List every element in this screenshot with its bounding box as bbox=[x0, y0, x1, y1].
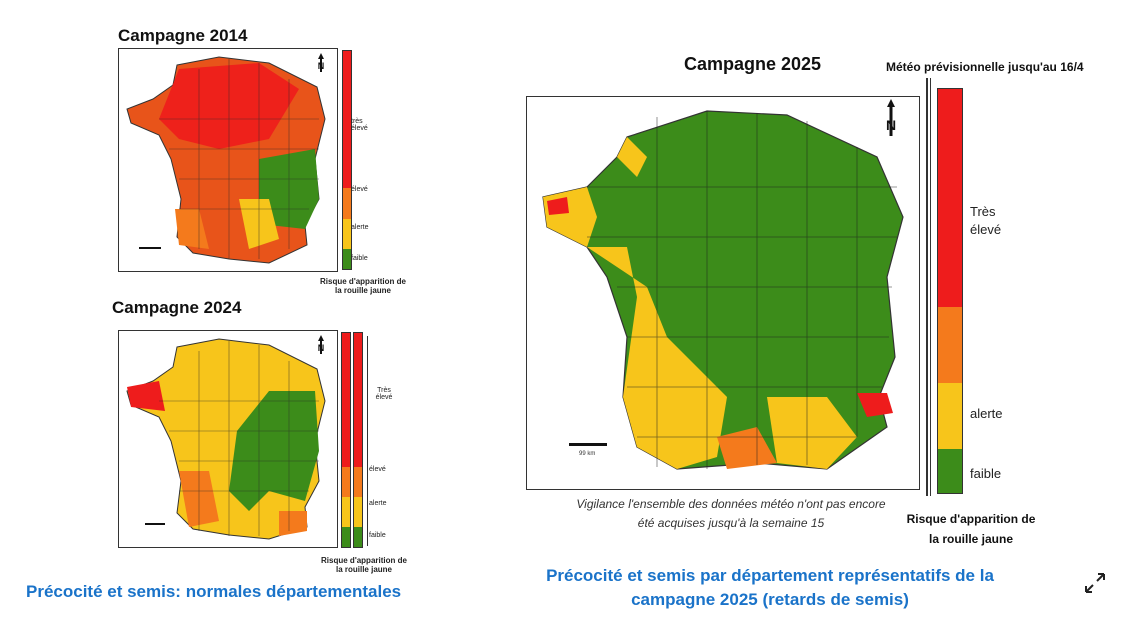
france-map-2024 bbox=[126, 338, 326, 540]
title-2024: Campagne 2024 bbox=[112, 298, 242, 317]
scale-bar bbox=[139, 247, 161, 249]
north-arrow-icon: N bbox=[312, 52, 330, 74]
map-2025: 99 km bbox=[526, 96, 920, 490]
map-2024 bbox=[118, 330, 338, 548]
legend-high bbox=[342, 467, 350, 497]
north-arrow-icon: N bbox=[880, 98, 902, 138]
legend-2024-high-label: élevé bbox=[369, 466, 386, 473]
legend-2014-high-label: élevé bbox=[351, 186, 368, 193]
legend-low bbox=[342, 527, 350, 547]
legend-low bbox=[938, 449, 962, 493]
legend-2025-low-label: faible bbox=[970, 466, 1002, 481]
legend-very-high bbox=[342, 333, 350, 467]
legend-alert bbox=[342, 497, 350, 527]
legend-2025-very-high-label: Très élevé bbox=[970, 204, 1002, 237]
north-arrow-icon: N bbox=[312, 334, 330, 356]
legend-arrow-line bbox=[926, 78, 928, 496]
legend-2024-very-high-label: Très élevé bbox=[375, 387, 393, 401]
legend-high bbox=[938, 307, 962, 383]
caption-2024: Risque d'apparition de la rouille jaune bbox=[321, 556, 407, 574]
caption-2025: Risque d'apparition de la rouille jaune bbox=[906, 512, 1036, 546]
legend-2014-alert-label: alerte bbox=[351, 224, 369, 231]
legend-alert bbox=[343, 219, 351, 249]
legend-very-high bbox=[938, 89, 962, 307]
footer-left: Précocité et semis: normales département… bbox=[26, 582, 402, 601]
vigilance-note: Vigilance l'ensemble des données météo n… bbox=[576, 497, 886, 530]
svg-text:N: N bbox=[318, 343, 325, 353]
expand-icon[interactable] bbox=[1083, 571, 1107, 595]
france-map-2014 bbox=[126, 56, 326, 264]
legend-2014-very-high-label: très élevé bbox=[351, 118, 368, 132]
scale-label: 99 km bbox=[579, 451, 596, 457]
legend-2014 bbox=[342, 50, 352, 270]
legend-2024-b bbox=[353, 332, 363, 548]
svg-text:N: N bbox=[886, 117, 896, 133]
legend-2024 bbox=[341, 332, 351, 548]
france-map-2025 bbox=[542, 110, 904, 470]
svg-text:N: N bbox=[318, 61, 325, 71]
legend-2025-alert-label: alerte bbox=[970, 406, 1003, 421]
legend-2024-low-label: faible bbox=[369, 532, 386, 539]
legend-2024-alert-label: alerte bbox=[369, 500, 387, 507]
legend-arrow-line bbox=[367, 336, 368, 546]
scale-bar bbox=[569, 443, 607, 446]
caption-2014: Risque d'apparition de la rouille jaune bbox=[320, 277, 406, 295]
forecast-note: Météo prévisionnelle jusqu'au 16/4 bbox=[886, 60, 1084, 74]
legend-high bbox=[343, 188, 351, 219]
legend-low bbox=[343, 249, 351, 269]
legend-2025 bbox=[937, 88, 963, 494]
title-2025: Campagne 2025 bbox=[684, 54, 822, 74]
legend-very-high bbox=[343, 51, 351, 188]
legend-2014-low-label: faible bbox=[351, 255, 368, 262]
footer-right: Précocité et semis par département repré… bbox=[546, 566, 994, 609]
scale-bar bbox=[145, 523, 165, 525]
map-2014 bbox=[118, 48, 338, 272]
title-2014: Campagne 2014 bbox=[118, 26, 248, 45]
legend-alert bbox=[938, 383, 962, 449]
